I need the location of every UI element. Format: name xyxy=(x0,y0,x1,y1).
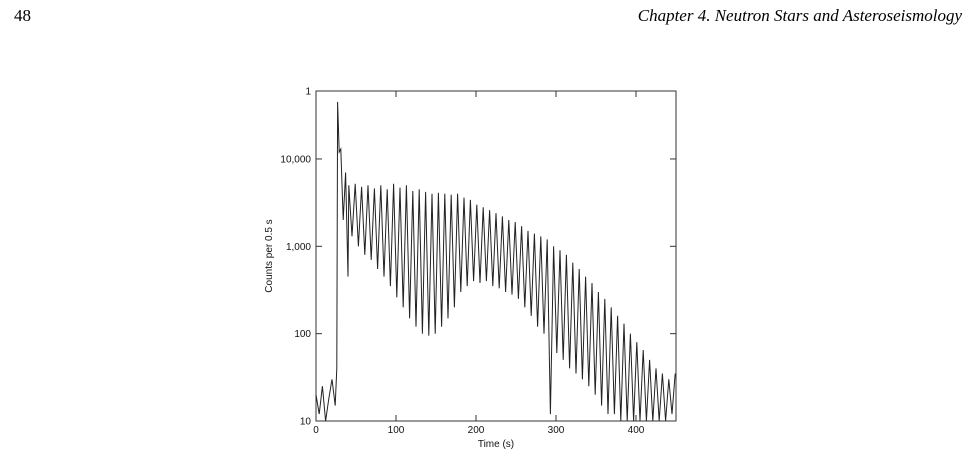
x-tick-label: 400 xyxy=(628,425,645,436)
y-tick-label: 10,000 xyxy=(280,154,311,165)
y-tick-label: 100 xyxy=(294,329,311,340)
x-tick-label: 0 xyxy=(313,425,319,436)
x-tick-label: 100 xyxy=(388,425,405,436)
page-number: 48 xyxy=(14,6,31,25)
x-tick-label: 200 xyxy=(468,425,485,436)
y-tick-label: 1,000 xyxy=(286,242,311,253)
y-tick-label: 1 xyxy=(305,87,311,98)
y-tick-label: 10 xyxy=(300,417,312,428)
chapter-title: Chapter 4. Neutron Stars and Asteroseism… xyxy=(637,6,962,25)
plot-frame xyxy=(315,90,677,422)
y-axis-label: Counts per 0.5 s xyxy=(264,219,275,292)
light-curve xyxy=(315,101,676,422)
x-axis-label: Time (s) xyxy=(478,439,514,450)
x-tick-label: 300 xyxy=(548,425,565,436)
